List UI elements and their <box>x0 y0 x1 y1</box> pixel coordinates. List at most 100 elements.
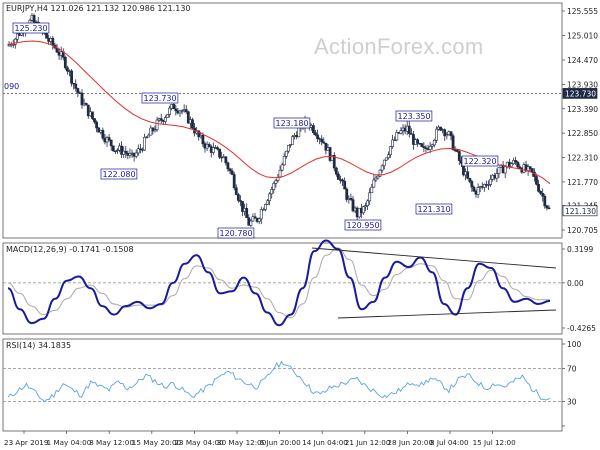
x-tick-label: 8 May 12:00 <box>89 438 134 447</box>
candle-body <box>155 119 159 130</box>
macd-upper-trendline <box>311 247 557 269</box>
candle-body <box>539 190 543 194</box>
swing-annotation-label: 120.950 <box>347 221 380 230</box>
candle-body <box>364 205 367 208</box>
candle-body <box>434 128 438 141</box>
candle-body <box>13 38 17 45</box>
candle-body <box>261 209 265 211</box>
candle-body <box>186 111 190 124</box>
candle-body <box>15 33 19 40</box>
candle-body <box>366 200 369 206</box>
candle-body <box>228 168 232 172</box>
x-tick-label: 1 May 04:00 <box>47 438 92 447</box>
swing-annotation-box <box>217 227 255 239</box>
candle-body <box>528 166 532 169</box>
candle-body <box>291 136 294 145</box>
price-ytick-label: 121.770 <box>567 178 598 187</box>
candle-body <box>314 132 317 136</box>
candle-body <box>95 121 98 129</box>
swing-annotation-box <box>461 155 499 167</box>
candle-body <box>516 161 520 168</box>
candles-group <box>7 13 551 227</box>
candle-body <box>370 186 374 194</box>
x-tick-label: 14 Jun 04:00 <box>302 438 348 447</box>
candle-body <box>266 200 269 205</box>
candle-body <box>324 142 328 151</box>
price-ytick-label: 122.310 <box>567 154 598 163</box>
candle-body <box>201 135 205 145</box>
price-ytick-label: 124.470 <box>567 56 598 65</box>
candle-body <box>432 140 436 146</box>
candle-body <box>211 147 215 153</box>
candle-body <box>109 139 113 147</box>
macd-panel-title: MACD(12,26,9) -0.1741 -0.1508 <box>6 245 134 254</box>
candle-body <box>272 183 276 190</box>
candle-body <box>70 70 73 84</box>
candle-body <box>328 147 332 161</box>
price-marker-box <box>562 88 598 99</box>
swing-annotation-label: 123.350 <box>398 112 431 121</box>
candle-body <box>391 139 395 147</box>
left-edge-annotation-label: 090 <box>4 82 19 91</box>
candle-body <box>278 169 282 178</box>
candle-body <box>311 125 315 133</box>
candle-body <box>93 118 96 123</box>
x-tick-label: 28 Jun 20:00 <box>387 438 433 447</box>
candle-body <box>372 179 376 188</box>
candle-body <box>216 147 219 150</box>
candle-body <box>253 216 257 219</box>
candle-body <box>191 119 194 129</box>
macd-ytick-label: 0.00 <box>567 279 584 288</box>
candle-body <box>168 107 171 115</box>
candle-body <box>264 204 267 210</box>
candle-body <box>535 176 538 185</box>
candle-body <box>541 193 545 197</box>
candle-body <box>368 192 372 202</box>
candle-body <box>409 133 413 135</box>
candle-body <box>80 92 84 106</box>
candle-body <box>257 218 261 222</box>
candle-body <box>136 148 140 154</box>
candle-body <box>284 150 288 157</box>
candle-body <box>145 136 149 139</box>
candle-body <box>138 148 142 150</box>
candle-body <box>166 114 169 118</box>
candle-body <box>443 129 447 137</box>
candle-body <box>234 187 238 195</box>
candle-body <box>111 145 115 152</box>
candle-body <box>113 150 117 152</box>
candle-body <box>466 171 470 179</box>
price-ytick-label: 122.850 <box>567 129 598 138</box>
candle-body <box>66 67 69 72</box>
candle-body <box>280 164 284 171</box>
swing-annotation-box <box>12 22 50 34</box>
candle-body <box>251 216 255 222</box>
candle-body <box>482 184 486 188</box>
candle-body <box>72 82 76 85</box>
candle-body <box>428 146 432 150</box>
candle-body <box>472 186 476 192</box>
swing-annotation-label: 121.310 <box>418 205 451 214</box>
candle-body <box>530 168 534 173</box>
candle-body <box>143 137 146 151</box>
candle-body <box>393 139 397 142</box>
candle-body <box>545 205 549 209</box>
candle-body <box>537 184 540 192</box>
candle-body <box>547 207 551 209</box>
candle-body <box>230 170 234 175</box>
candle-body <box>232 174 236 189</box>
candle-body <box>147 134 151 138</box>
candle-body <box>63 57 67 69</box>
candle-body <box>51 38 55 46</box>
rsi-panel-title: RSI(14) 34.1835 <box>6 341 72 350</box>
swing-annotation-label: 123.180 <box>276 119 309 128</box>
price-ytick-label: 125.555 <box>567 7 598 16</box>
price-ytick-label: 123.930 <box>567 80 598 89</box>
candle-body <box>341 179 344 182</box>
candle-body <box>159 118 163 121</box>
candle-body <box>399 130 403 134</box>
candle-body <box>420 143 424 147</box>
candle-body <box>422 146 426 149</box>
macd-ytick-label: 0.3199 <box>567 245 593 254</box>
